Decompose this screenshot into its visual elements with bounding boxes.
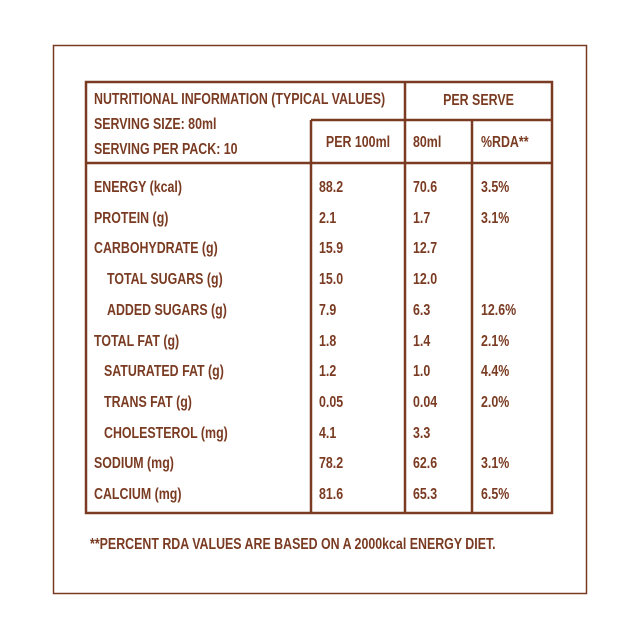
- per-serve-value: 62.6: [413, 455, 438, 473]
- column-header: PER 100ml: [325, 134, 391, 151]
- title: NUTRITIONAL INFORMATION (TYPICAL VALUES): [94, 91, 386, 108]
- per-serve-value: 1.7: [413, 209, 431, 227]
- per-serve-value: 70.6: [413, 179, 438, 196]
- rda-value: 3.1%: [481, 209, 510, 227]
- nutrient-name: PROTEIN (g): [94, 209, 169, 227]
- serving-size: SERVING SIZE: 80ml: [94, 116, 217, 133]
- nutrient-name: SATURATED FAT (g): [104, 363, 224, 381]
- column-header: %RDA**: [481, 134, 529, 151]
- per-100ml-value: 1.8: [319, 332, 337, 350]
- nutrient-name: ADDED SUGARS (g): [107, 301, 227, 319]
- serving-per-pack: SERVING PER PACK: 10: [94, 141, 238, 158]
- nutrient-name: SODIUM (mg): [94, 455, 174, 473]
- rda-value: 4.4%: [481, 363, 510, 381]
- nutrient-name: TRANS FAT (g): [104, 393, 192, 411]
- per-100ml-value: 78.2: [319, 455, 344, 473]
- rda-value: 3.1%: [481, 455, 510, 473]
- nutrient-name: TOTAL SUGARS (g): [107, 271, 223, 289]
- footnote: **PERCENT RDA VALUES ARE BASED ON A 2000…: [90, 536, 496, 553]
- per-100ml-value: 2.1: [319, 209, 337, 227]
- per-serve-value: 12.0: [413, 271, 438, 289]
- per-serve-value: 0.04: [413, 393, 438, 411]
- per-100ml-value: 7.9: [319, 301, 337, 319]
- per-100ml-value: 4.1: [319, 424, 337, 442]
- per-serve-value: 6.3: [413, 301, 431, 319]
- per-serve-value: 12.7: [413, 240, 438, 258]
- per-serve-value: 1.0: [413, 363, 431, 381]
- rda-value: 6.5%: [481, 486, 510, 503]
- rda-value: 12.6%: [481, 301, 517, 319]
- nutrient-name: TOTAL FAT (g): [94, 332, 180, 350]
- rda-value: 3.5%: [481, 179, 510, 196]
- rda-value: 2.1%: [481, 332, 510, 350]
- nutrient-name: CARBOHYDRATE (g): [94, 240, 218, 258]
- column-header: 80ml: [413, 134, 442, 151]
- per-100ml-value: 0.05: [319, 393, 344, 411]
- per-serve-value: 3.3: [413, 424, 431, 442]
- nutrient-name: ENERGY (kcal): [94, 179, 182, 196]
- per-serve-value: 65.3: [413, 486, 438, 503]
- per-100ml-value: 15.9: [319, 240, 344, 258]
- per-serve: PER SERVE: [443, 92, 514, 109]
- per-100ml-value: 1.2: [319, 363, 337, 381]
- nutrient-name: CHOLESTEROL (mg): [104, 424, 228, 442]
- nutrient-name: CALCIUM (mg): [94, 486, 182, 503]
- per-serve-value: 1.4: [413, 332, 431, 350]
- per-100ml-value: 88.2: [319, 179, 344, 196]
- per-100ml-value: 81.6: [319, 486, 344, 503]
- per-100ml-value: 15.0: [319, 271, 344, 289]
- rda-value: 2.0%: [481, 393, 510, 411]
